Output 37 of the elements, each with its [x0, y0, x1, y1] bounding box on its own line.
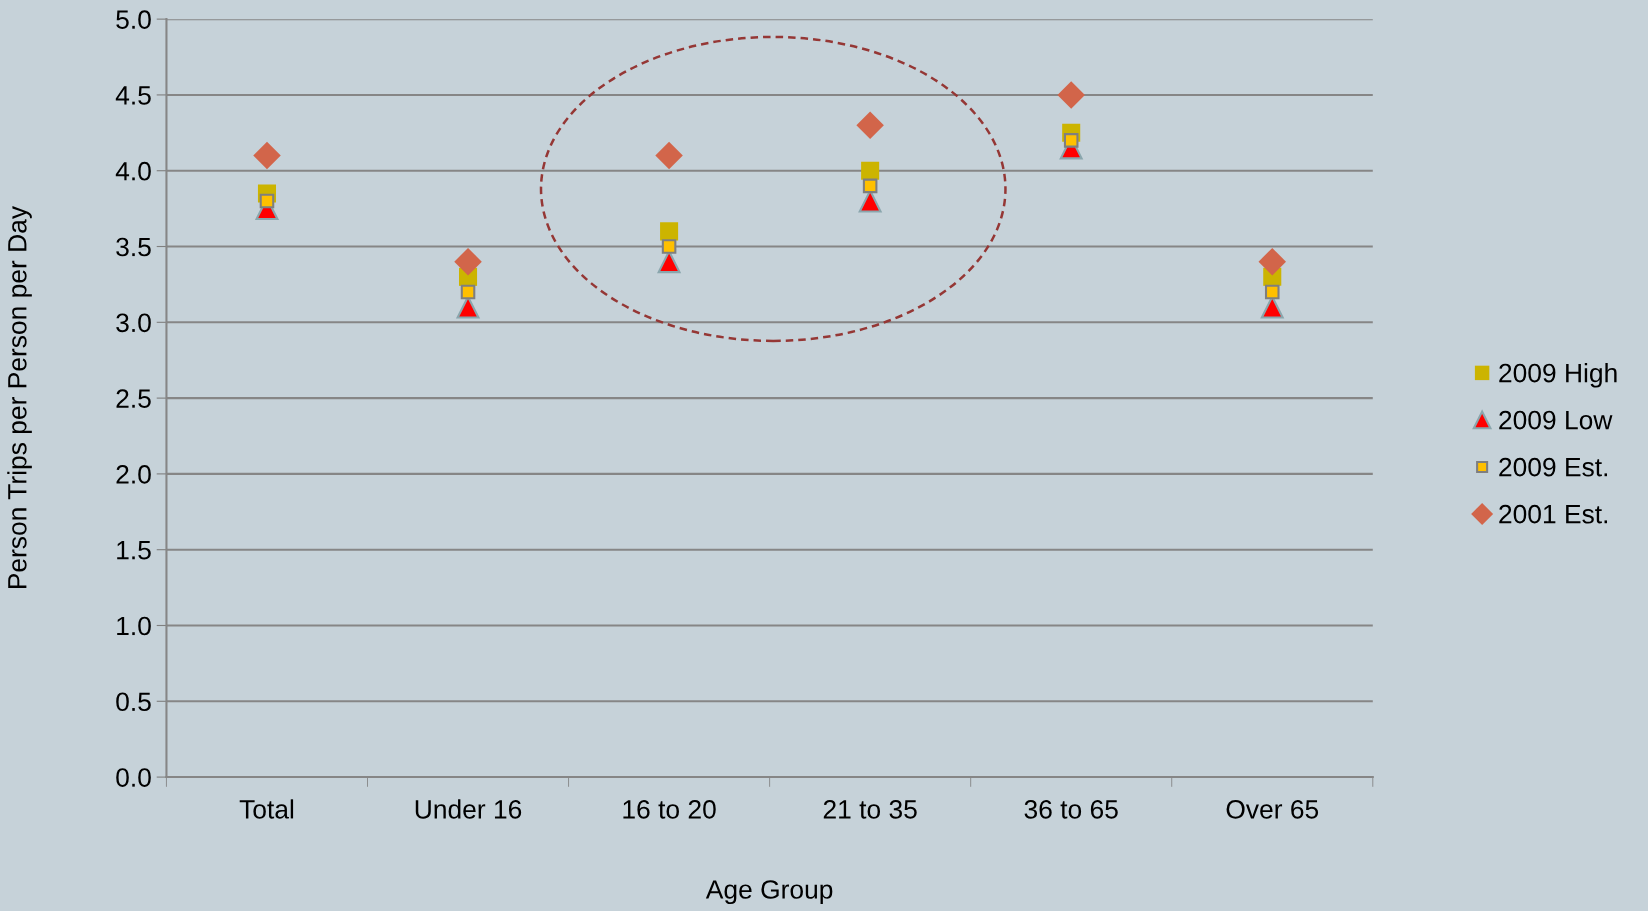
legend-label: 2009 High	[1499, 363, 1617, 388]
point	[1063, 133, 1079, 148]
y-tick-label: 2.5	[116, 389, 151, 408]
point	[1258, 247, 1286, 276]
y-tick-label: 3.0	[116, 313, 151, 333]
x-axis-title: Age Group	[705, 880, 833, 905]
point	[460, 284, 476, 300]
point	[660, 222, 679, 241]
point	[259, 193, 275, 209]
y-tick-label: 3.5	[116, 237, 151, 257]
point	[1264, 284, 1280, 300]
point	[655, 141, 683, 170]
point	[1057, 81, 1085, 109]
legend-label: 2009 Low	[1499, 410, 1613, 430]
y-tick-label: 4.0	[115, 161, 151, 181]
x-tick-label: 16 to 20	[623, 800, 716, 819]
x-tick-label: Over 65	[1226, 800, 1319, 819]
point	[253, 141, 281, 170]
x-tick-label: 36 to 65	[1024, 800, 1118, 819]
y-tick-label: 1.0	[117, 616, 151, 636]
point	[861, 161, 880, 180]
point	[856, 111, 884, 139]
y-tick-label: 1.5	[117, 541, 151, 560]
y-tick-label: 0.5	[116, 692, 151, 712]
point	[862, 178, 878, 194]
legend-label: 2009 Est.	[1499, 457, 1608, 477]
x-tick-label: Total	[239, 799, 294, 819]
y-tick-label: 5.0	[116, 10, 151, 29]
y-tick-label: 4.5	[115, 86, 151, 105]
x-tick-label: 21 to 35	[823, 800, 917, 819]
point	[661, 239, 677, 254]
legend-label: 2001 Est.	[1499, 504, 1608, 524]
y-axis-title: Person Trips per Person per Day	[7, 206, 32, 589]
y-tick-label: 0.0	[116, 768, 151, 787]
point	[454, 247, 482, 276]
x-tick-label: Under 16	[415, 799, 522, 819]
y-tick-label: 2.0	[116, 465, 151, 484]
